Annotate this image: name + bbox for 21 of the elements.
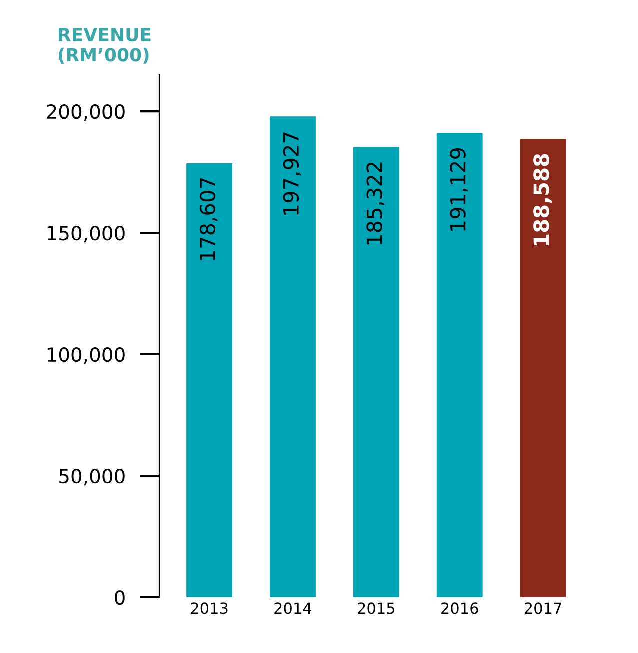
y-tick-label: 200,000	[47, 104, 125, 122]
bar	[186, 164, 232, 598]
data-label: 178,607	[200, 178, 218, 260]
bar	[520, 139, 566, 598]
y-tick-label: 100,000	[48, 347, 125, 364]
y-tick-label: 150,000	[48, 226, 125, 243]
data-label: 185,322	[366, 162, 385, 245]
data-label: 188,588	[534, 154, 552, 246]
y-axis-title: REVENUE (RM’000)	[58, 28, 151, 64]
x-tick-label: 2016	[442, 602, 478, 614]
data-label: 191,129	[450, 148, 468, 231]
bar	[270, 116, 316, 598]
y-tick-label: 0	[115, 590, 125, 606]
x-tick-label: 2014	[274, 602, 312, 614]
x-tick-label: 2013	[191, 602, 228, 614]
x-tick-label: 2015	[358, 602, 395, 614]
data-label: 197,927	[283, 132, 302, 215]
bar	[436, 133, 483, 598]
x-tick-label: 2017	[524, 602, 562, 614]
y-tick-label: 50,000	[60, 468, 125, 486]
bar	[353, 147, 400, 598]
